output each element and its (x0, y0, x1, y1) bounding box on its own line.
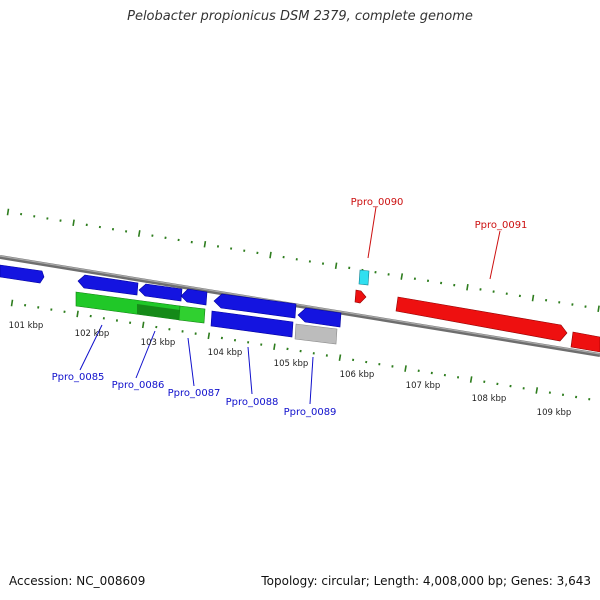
inner-scale-major-tick (10, 299, 14, 307)
gene-arrow-ppro-0090[interactable] (354, 289, 367, 304)
connector-ppro-0086 (135, 330, 156, 379)
outer-scale-major-tick (466, 283, 469, 291)
outer-scale-major-tick (203, 240, 207, 248)
outer-scale-major-tick (6, 208, 10, 216)
label-connectors (79, 206, 501, 405)
gene-label-ppro-0087[interactable]: Ppro_0087 (168, 388, 221, 399)
map-title: Pelobacter propionicus DSM 2379, complet… (127, 9, 473, 24)
inner-scale-major-tick (76, 310, 79, 318)
gene-arrow-ppro-0086[interactable] (138, 283, 183, 302)
gene-arrow-ppro-0089[interactable] (297, 307, 342, 328)
gene-block-grey[interactable] (294, 323, 338, 345)
gene-label-ppro-0088[interactable]: Ppro_0088 (226, 397, 279, 408)
scale-label-107-kbp: 107 kbp (406, 381, 441, 391)
gene-block-green-overlap (137, 304, 180, 320)
inner-scale-major-tick (404, 365, 407, 372)
rna-feature[interactable] (358, 269, 370, 286)
connector-ppro-0089 (309, 356, 314, 405)
outer-scale-ticks (6, 208, 600, 313)
inner-scale-major-tick (141, 321, 145, 329)
scale-label-103-kbp: 103 kbp (141, 338, 176, 348)
scale-label-109-kbp: 109 kbp (537, 408, 572, 418)
gene-block-blue[interactable] (210, 310, 294, 338)
outer-scale-major-tick (137, 230, 141, 237)
scale-label-102-kbp: 102 kbp (75, 329, 110, 339)
gene-arrow-ppro-0088[interactable] (213, 293, 297, 319)
gene-label-ppro-0085[interactable]: Ppro_0085 (52, 372, 105, 383)
connector-ppro-0087 (187, 337, 195, 387)
gene-block-green-short[interactable] (178, 305, 206, 324)
genome-backbone (0, 255, 600, 357)
outer-scale-major-tick (597, 305, 600, 313)
outer-scale-major-tick (531, 294, 535, 302)
inner-scale-major-tick (535, 387, 539, 394)
inner-scale-major-tick (469, 376, 473, 383)
scale-label-108-kbp: 108 kbp (472, 394, 507, 404)
inner-scale-major-tick (273, 343, 276, 351)
outer-scale-major-tick (334, 262, 338, 270)
scale-label-101-kbp: 101 kbp (9, 321, 44, 331)
scale-label-104-kbp: 104 kbp (208, 348, 243, 358)
outer-scale-major-tick (269, 251, 272, 259)
connector-ppro-0091 (489, 230, 501, 280)
scale-label-106-kbp: 106 kbp (340, 370, 375, 380)
connector-ppro-0090 (367, 206, 377, 259)
gene-arrow-ppro-0091[interactable] (395, 296, 568, 342)
outer-scale-major-tick (72, 219, 75, 227)
reverse-strand-features (0, 264, 342, 345)
topology-text: Topology: circular; Length: 4,008,000 bp… (261, 574, 591, 588)
connector-ppro-0088 (247, 346, 253, 395)
inner-scale-ticks (10, 299, 591, 401)
gene-arrow-right-edge[interactable] (570, 331, 600, 353)
forward-strand-features (354, 269, 600, 353)
gene-arrow-ppro-0085[interactable] (77, 274, 139, 296)
gene-label-ppro-0086[interactable]: Ppro_0086 (112, 380, 165, 391)
accession-text: Accession: NC_008609 (9, 574, 146, 588)
outer-scale-major-tick (400, 273, 404, 280)
inner-scale-major-tick (338, 354, 342, 361)
scale-label-105-kbp: 105 kbp (274, 359, 309, 369)
inner-scale-major-tick (207, 332, 211, 340)
gene-arrow-ppro-0087[interactable] (180, 288, 208, 306)
gene-label-ppro-0091[interactable]: Ppro_0091 (475, 220, 528, 231)
gene-label-ppro-0089[interactable]: Ppro_0089 (284, 407, 337, 418)
genome-backbone-highlight (0, 255, 600, 355)
gene-arrow-left-edge[interactable] (0, 264, 45, 284)
connector-ppro-0085 (79, 324, 103, 371)
gene-label-ppro-0090[interactable]: Ppro_0090 (351, 197, 404, 208)
